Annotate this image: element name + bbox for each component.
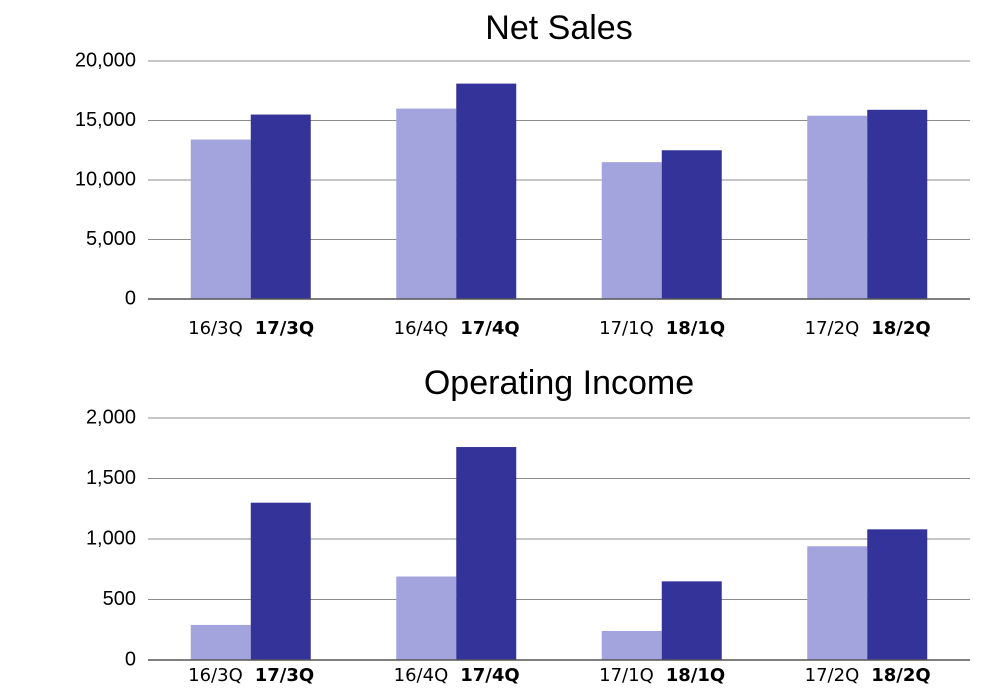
x-tick-label: 18/1Q xyxy=(666,318,725,339)
x-tick-label: 16/4Q xyxy=(394,665,449,686)
x-tick-label: 17/4Q xyxy=(460,665,519,686)
x-tick-label: 17/4Q xyxy=(460,318,519,339)
y-tick-label: 1,500 xyxy=(86,467,136,489)
bar xyxy=(601,630,662,660)
x-tick-label: 16/4Q xyxy=(394,318,449,339)
y-tick-label: 0 xyxy=(125,287,136,309)
chart-title: Operating Income xyxy=(424,364,694,402)
x-tick-label: 17/3Q xyxy=(255,665,314,686)
bar xyxy=(661,150,722,299)
bar xyxy=(807,115,868,300)
x-tick-label: 17/1Q xyxy=(599,665,654,686)
x-tick-label: 17/2Q xyxy=(805,665,860,686)
bar xyxy=(867,109,928,299)
bar xyxy=(807,546,868,660)
x-tick-label: 18/2Q xyxy=(871,665,930,686)
y-tick-label: 0 xyxy=(125,648,136,670)
bar xyxy=(190,624,251,660)
y-tick-label: 1,000 xyxy=(86,527,136,549)
bar xyxy=(661,581,722,660)
bar xyxy=(250,114,311,299)
bar xyxy=(867,529,928,660)
x-tick-label: 16/3Q xyxy=(188,665,243,686)
bar xyxy=(601,162,662,299)
y-tick-label: 15,000 xyxy=(75,109,136,131)
bar xyxy=(396,108,457,299)
bar xyxy=(190,139,251,299)
bar xyxy=(456,447,517,660)
bar xyxy=(396,576,457,660)
bar xyxy=(250,502,311,660)
x-tick-label: 17/3Q xyxy=(255,318,314,339)
x-tick-label: 18/2Q xyxy=(871,318,930,339)
y-tick-label: 20,000 xyxy=(75,49,136,71)
y-tick-label: 5,000 xyxy=(86,228,136,250)
x-tick-label: 16/3Q xyxy=(188,318,243,339)
y-tick-label: 2,000 xyxy=(86,406,136,428)
x-tick-label: 17/1Q xyxy=(599,318,654,339)
x-tick-label: 17/2Q xyxy=(805,318,860,339)
bar xyxy=(456,83,517,299)
y-tick-label: 10,000 xyxy=(75,168,136,190)
x-tick-label: 18/1Q xyxy=(666,665,725,686)
chart-title: Net Sales xyxy=(485,9,632,47)
y-tick-label: 500 xyxy=(103,588,136,610)
